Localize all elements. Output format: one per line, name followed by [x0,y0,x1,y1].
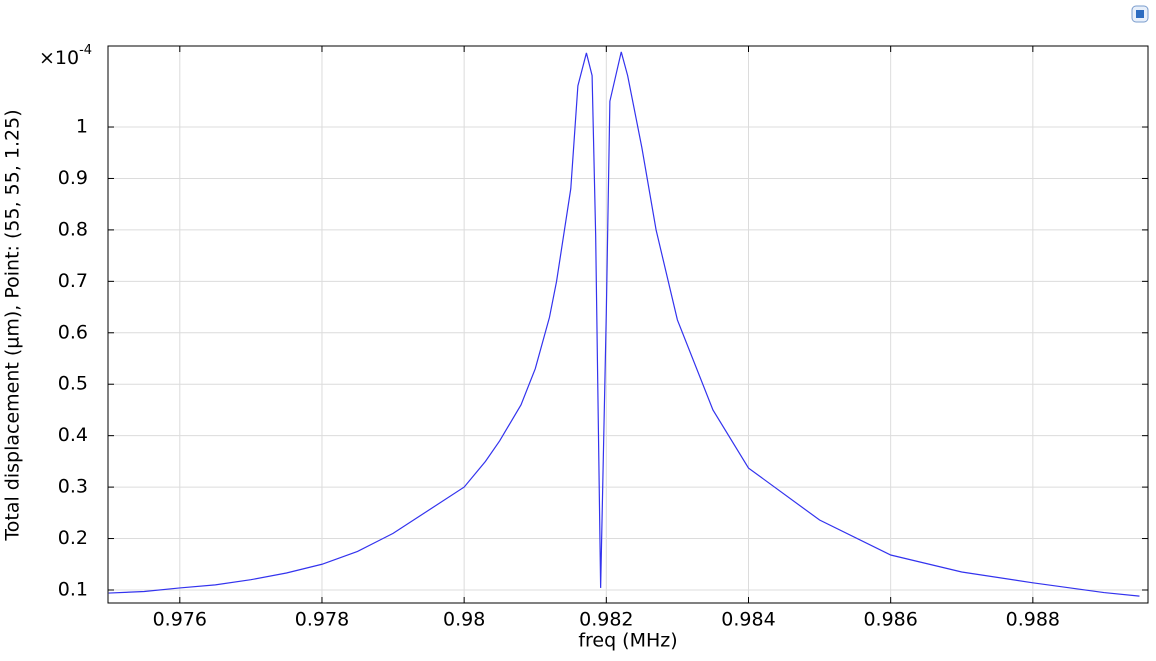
x-tick-label: 0.98 [443,609,485,631]
x-tick-label: 0.978 [295,609,349,631]
y-tick-label: 1 [76,116,88,138]
x-axis-title: freq (MHz) [578,630,677,652]
multiplier-exponent: -4 [79,43,92,58]
x-tick-label: 0.984 [721,609,775,631]
toolbar-icon-glyph [1136,10,1144,18]
y-multiplier: ×10-4 [39,43,92,69]
y-tick-label: 0.6 [58,321,88,343]
y-tick-label: 0.9 [58,167,88,189]
y-axis-title: Total displacement (µm), Point: (55, 55,… [2,109,24,541]
x-tick-label: 0.976 [153,609,207,631]
y-tick-label: 0.5 [58,373,88,395]
x-tick-label: 0.982 [579,609,633,631]
plot-area: 0.976 0.978 0.98 0.982 0.984 0.986 0.988 0.1 0.2… [58,45,1149,631]
y-tick-label: 0.8 [58,218,88,240]
data-line [108,51,1140,597]
y-tick-label: 0.1 [58,578,88,600]
multiplier-base: ×10 [39,47,79,69]
x-tick-label: 0.988 [1006,609,1060,631]
y-tick-label: 0.7 [58,270,88,292]
y-tick-label: 0.4 [58,424,88,446]
y-tick-label: 0.2 [58,527,88,549]
x-tick-label: 0.986 [863,609,917,631]
y-tick-label: 0.3 [58,476,88,498]
plot-frame [107,45,1149,604]
